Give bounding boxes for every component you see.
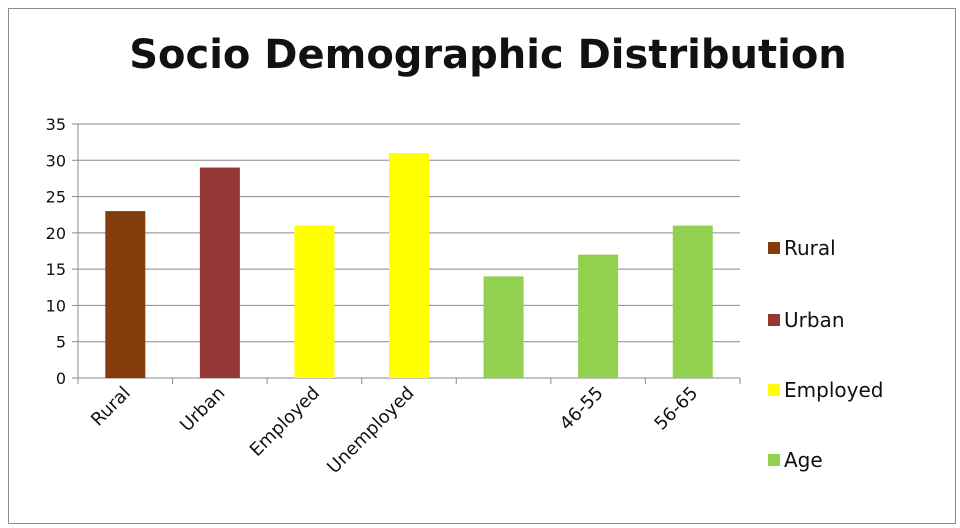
y-tick-label: 35 [46, 115, 66, 134]
bar-46-55 [578, 254, 619, 378]
bar-urban [199, 167, 240, 378]
x-tick-label: Urban [176, 383, 229, 436]
y-tick-label: 0 [56, 369, 66, 388]
legend-label-rural: Rural [784, 236, 836, 260]
legend-item-rural: Rural [768, 236, 836, 260]
legend-swatch-urban [768, 314, 780, 326]
y-tick-label: 30 [46, 151, 66, 170]
bar-unemployed [389, 153, 429, 378]
x-tick-label: 46-55 [556, 383, 608, 435]
chart-title: Socio Demographic Distribution [129, 32, 847, 78]
bar-56-65 [672, 225, 713, 378]
chart-frame [8, 8, 956, 524]
x-tick-label: Employed [246, 383, 324, 461]
y-tick-label: 25 [46, 188, 66, 207]
legend-label-age: Age [784, 448, 823, 472]
x-tick-label: Rural [87, 383, 135, 431]
x-tick-label: 56-65 [650, 383, 702, 435]
y-tick-label: 5 [56, 333, 66, 352]
legend-item-employed: Employed [768, 378, 883, 402]
legend-item-urban: Urban [768, 308, 845, 332]
bar-rural [105, 211, 146, 378]
legend-swatch-employed [768, 384, 780, 396]
bar-blank [483, 276, 524, 378]
legend-swatch-rural [768, 242, 780, 254]
y-tick-label: 15 [46, 260, 66, 279]
legend-swatch-age [768, 454, 780, 466]
legend-label-employed: Employed [784, 378, 884, 402]
x-tick-label: Unemployed [323, 383, 418, 478]
chart-legend: Rural Urban Employed Age [768, 236, 948, 486]
bar-employed [294, 225, 335, 378]
legend-item-age: Age [768, 448, 823, 472]
y-tick-label: 10 [46, 296, 66, 315]
y-tick-label: 20 [46, 224, 66, 243]
legend-label-urban: Urban [784, 308, 845, 332]
